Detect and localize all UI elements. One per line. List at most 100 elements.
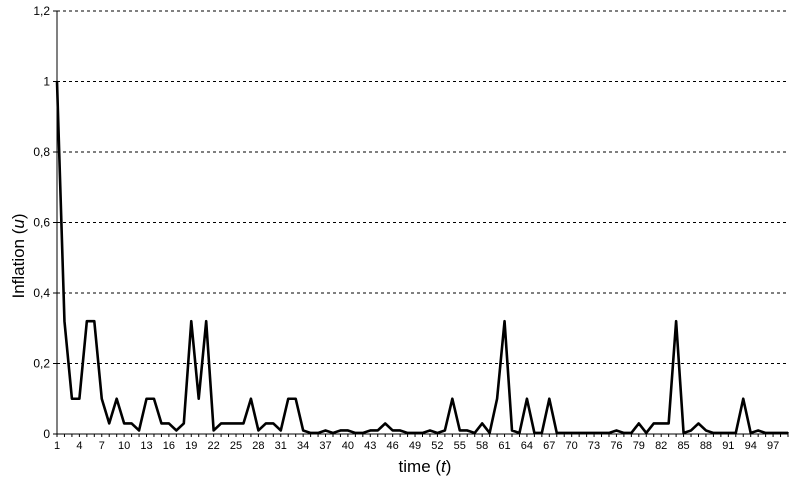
x-tick-label: 4 xyxy=(76,440,82,452)
series-line xyxy=(55,81,788,435)
data-point xyxy=(526,397,528,400)
data-point xyxy=(182,422,185,425)
x-tick-label: 43 xyxy=(364,440,376,452)
data-point xyxy=(697,422,700,425)
data-point xyxy=(332,432,334,434)
x-tick-label: 22 xyxy=(208,440,220,452)
data-point xyxy=(734,432,737,434)
y-tick-label: 0,8 xyxy=(33,145,50,159)
data-point xyxy=(78,397,81,400)
data-point xyxy=(451,397,454,400)
data-point xyxy=(115,397,118,400)
data-point xyxy=(600,432,603,434)
data-point xyxy=(414,432,416,434)
data-point xyxy=(347,429,349,432)
data-point xyxy=(443,429,446,432)
data-point xyxy=(764,432,767,434)
data-point xyxy=(637,422,640,425)
data-point xyxy=(690,429,692,432)
data-point xyxy=(563,432,566,434)
x-tick-label: 13 xyxy=(140,440,152,452)
x-tick-label: 28 xyxy=(252,440,264,452)
x-tick-label: 97 xyxy=(767,440,779,452)
data-point xyxy=(727,432,730,434)
data-point xyxy=(317,432,319,434)
x-tick-labels: 1 4 7 10 13 16 19 22 25 28 31 34 37 40 43 46 49 52 55 58 61 6… xyxy=(54,440,779,452)
x-tick-label: 40 xyxy=(342,440,354,452)
data-point xyxy=(652,422,655,425)
data-point xyxy=(153,397,155,400)
x-tick-label: 55 xyxy=(454,440,466,452)
data-point xyxy=(466,429,469,432)
data-point xyxy=(294,397,297,400)
x-tick-label: 46 xyxy=(387,440,399,452)
axes xyxy=(53,10,789,437)
data-point xyxy=(667,422,670,425)
data-point xyxy=(354,432,357,434)
data-point xyxy=(160,422,163,425)
data-point xyxy=(220,422,223,425)
data-point xyxy=(719,432,722,434)
x-tick-label: 58 xyxy=(476,440,488,452)
x-tick-label: 91 xyxy=(722,440,734,452)
data-point xyxy=(548,397,551,400)
y-tick-label: 1 xyxy=(43,75,50,89)
data-point xyxy=(429,429,431,432)
y-tick-label: 0,2 xyxy=(33,357,50,371)
data-point xyxy=(63,320,66,323)
data-point xyxy=(205,320,208,323)
data-point xyxy=(145,397,148,400)
data-point xyxy=(227,422,230,425)
data-point xyxy=(615,429,618,432)
x-tick-label: 34 xyxy=(297,440,309,452)
data-point xyxy=(130,422,133,425)
data-point xyxy=(787,432,789,434)
data-point xyxy=(279,429,282,432)
data-point xyxy=(376,429,379,432)
x-tick-label: 25 xyxy=(230,440,242,452)
y-tick-label: 0,4 xyxy=(33,286,50,300)
data-point xyxy=(257,429,260,432)
data-point xyxy=(682,432,685,434)
data-point xyxy=(742,397,745,400)
data-point xyxy=(264,422,267,425)
data-point xyxy=(421,432,424,434)
data-point xyxy=(361,432,364,434)
x-tick-label: 79 xyxy=(633,440,645,452)
data-point xyxy=(175,429,178,432)
x-tick-label: 73 xyxy=(588,440,600,452)
x-tick-label: 52 xyxy=(431,440,443,452)
data-point xyxy=(272,422,275,425)
x-tick-label: 7 xyxy=(99,440,105,452)
data-point xyxy=(93,320,96,323)
x-tick-label: 64 xyxy=(521,440,533,452)
x-tick-label: 88 xyxy=(700,440,712,452)
data-point xyxy=(779,432,782,434)
y-tick-labels: 0 0,2 0,4 0,6 0,8 1 1,2 xyxy=(33,4,50,441)
data-point xyxy=(123,422,126,425)
data-point xyxy=(481,422,484,425)
data-point xyxy=(436,432,439,434)
data-point xyxy=(384,422,387,425)
data-point xyxy=(772,432,774,434)
data-point xyxy=(503,320,506,323)
grid-lines xyxy=(57,10,788,364)
data-point xyxy=(369,429,372,432)
data-point xyxy=(391,429,394,432)
data-point xyxy=(630,432,633,434)
data-point xyxy=(496,397,498,400)
data-point xyxy=(533,432,536,434)
data-point xyxy=(287,397,290,400)
data-point xyxy=(399,429,402,432)
x-tick-label: 85 xyxy=(677,440,689,452)
data-point xyxy=(585,432,588,434)
y-axis-label: Inflation (u) xyxy=(9,213,28,298)
data-point xyxy=(85,320,88,323)
data-point xyxy=(540,432,543,434)
x-tick-label: 70 xyxy=(566,440,578,452)
data-point xyxy=(458,429,461,432)
x-tick-label: 10 xyxy=(118,440,130,452)
data-point xyxy=(324,429,327,432)
data-point xyxy=(56,80,58,83)
